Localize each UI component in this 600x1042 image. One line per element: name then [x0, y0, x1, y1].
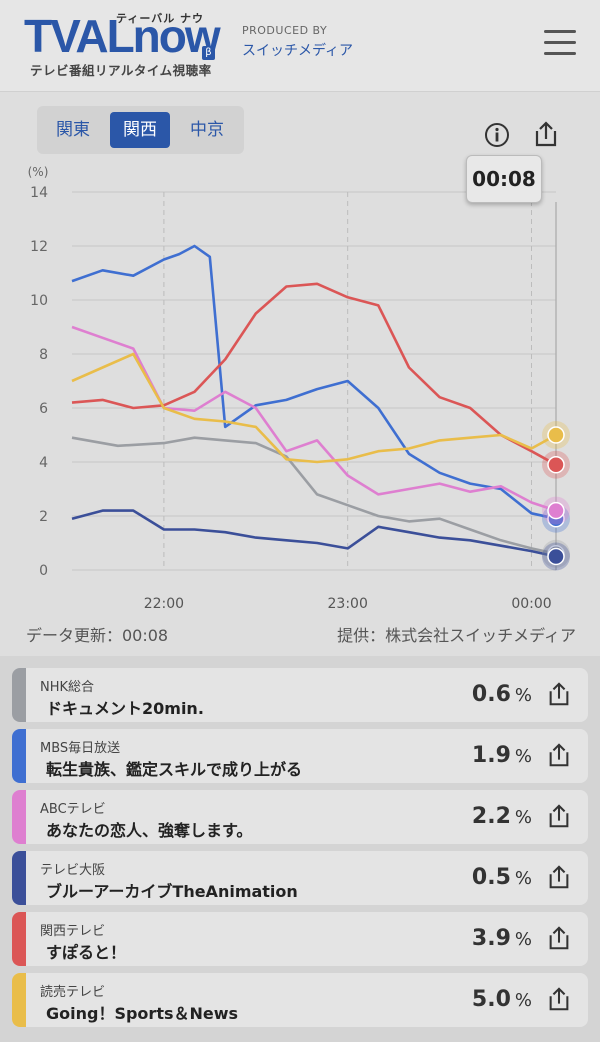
series-line-3	[71, 509, 557, 558]
region-tab-kanto[interactable]: 関東	[56, 120, 90, 140]
program-title: 転生貴族、鑑定スキルで成り上がる	[46, 760, 303, 779]
tvalnow-logo[interactable]: TVALnow ティーバル ナウ β テレビ番組リアルタイム視聴率	[24, 10, 224, 80]
program-title: ブルーアーカイブTheAnimation	[46, 882, 298, 901]
hamburger-menu-icon[interactable]	[544, 30, 576, 56]
series-line-1	[71, 244, 557, 520]
station-name: テレビ大阪	[40, 863, 106, 878]
series-end-marker-4	[547, 455, 565, 474]
series-end-marker-3	[547, 547, 565, 566]
x-tick-label: 23:00	[328, 596, 368, 612]
y-axis-label: (%)	[28, 165, 49, 179]
station-color-bar	[12, 790, 26, 844]
series-end-marker-5	[547, 426, 565, 444]
share-icon[interactable]	[546, 742, 572, 768]
series-line-0	[71, 436, 557, 556]
info-icon[interactable]	[484, 122, 510, 148]
share-icon[interactable]	[546, 681, 572, 707]
logo-text: TVALnow	[24, 10, 221, 62]
station-name: 読売テレビ	[40, 985, 106, 1000]
program-list: NHK総合 ドキュメント20min. 0.6% MBS毎日放送 転生貴族、鑑定ス…	[0, 656, 600, 1042]
region-selector: 関東 関西 中京	[37, 106, 244, 154]
logo-ruby: ティーバル ナウ	[116, 12, 205, 25]
station-color-bar	[12, 851, 26, 905]
station-name: ABCテレビ	[40, 802, 106, 817]
share-icon[interactable]	[546, 803, 572, 829]
rating-value: 0.6%	[471, 682, 532, 707]
x-tick-label: 22:00	[144, 596, 184, 612]
y-tick-label: 14	[30, 185, 48, 201]
provider-label: 提供：株式会社スイッチメディア	[337, 626, 576, 645]
y-tick-label: 2	[39, 509, 48, 525]
program-title: Going！Sports＆News	[46, 1004, 239, 1023]
program-title: ドキュメント20min.	[46, 699, 204, 718]
program-card-abc[interactable]: ABCテレビ あなたの恋人、強奪します。 2.2%	[12, 790, 588, 844]
share-icon[interactable]	[546, 986, 572, 1012]
app-header: TVALnow ティーバル ナウ β テレビ番組リアルタイム視聴率 PRODUC…	[0, 0, 600, 92]
program-card-ktv[interactable]: 関西テレビ すぽると！ 3.9%	[12, 912, 588, 966]
program-title: あなたの恋人、強奪します。	[46, 821, 253, 840]
rating-value: 0.5%	[471, 865, 532, 890]
share-icon[interactable]	[546, 864, 572, 890]
rating-value: 5.0%	[471, 987, 532, 1012]
y-tick-label: 0	[39, 563, 48, 579]
y-tick-label: 12	[30, 239, 48, 255]
produced-by: PRODUCED BY スイッチメディア	[242, 24, 353, 60]
current-time-badge: 00:08	[466, 155, 542, 203]
program-title: すぽると！	[46, 943, 127, 962]
logo-subtitle: テレビ番組リアルタイム視聴率	[30, 63, 212, 78]
station-color-bar	[12, 729, 26, 783]
series-line-5	[71, 352, 557, 464]
y-tick-label: 10	[30, 293, 48, 309]
y-tick-label: 6	[39, 401, 48, 417]
station-name: MBS毎日放送	[40, 741, 121, 756]
x-tick-label: 00:00	[511, 596, 551, 612]
program-card-mbs[interactable]: MBS毎日放送 転生貴族、鑑定スキルで成り上がる 1.9%	[12, 729, 588, 783]
rating-value: 1.9%	[471, 743, 532, 768]
produced-by-label: PRODUCED BY	[242, 24, 328, 37]
beta-badge: β	[202, 46, 215, 60]
series-line-4	[71, 282, 557, 466]
region-tab-kansai[interactable]: 関西	[110, 112, 170, 148]
update-time-label: データ更新：00:08	[26, 626, 169, 645]
y-tick-label: 4	[39, 455, 48, 471]
region-tab-chukyo[interactable]: 中京	[190, 120, 224, 140]
share-icon[interactable]	[546, 925, 572, 951]
y-tick-label: 8	[39, 347, 48, 363]
station-color-bar	[12, 668, 26, 722]
station-color-bar	[12, 912, 26, 966]
station-color-bar	[12, 973, 26, 1027]
rating-value: 3.9%	[471, 926, 532, 951]
series-end-marker-2	[547, 501, 565, 520]
program-card-tvo[interactable]: テレビ大阪 ブルーアーカイブTheAnimation 0.5%	[12, 851, 588, 905]
share-icon[interactable]	[532, 120, 560, 148]
station-name: NHK総合	[40, 680, 95, 695]
rating-value: 2.2%	[471, 804, 532, 829]
producer-link[interactable]: スイッチメディア	[242, 43, 354, 59]
station-name: 関西テレビ	[40, 924, 106, 939]
program-card-ytv[interactable]: 読売テレビ Going！Sports＆News 5.0%	[12, 973, 588, 1027]
ratings-line-chart: 0 2 4 6 8 10 12 14 (%) 22:00 23:00 00:00	[28, 165, 570, 612]
program-card-nhk[interactable]: NHK総合 ドキュメント20min. 0.6%	[12, 668, 588, 722]
